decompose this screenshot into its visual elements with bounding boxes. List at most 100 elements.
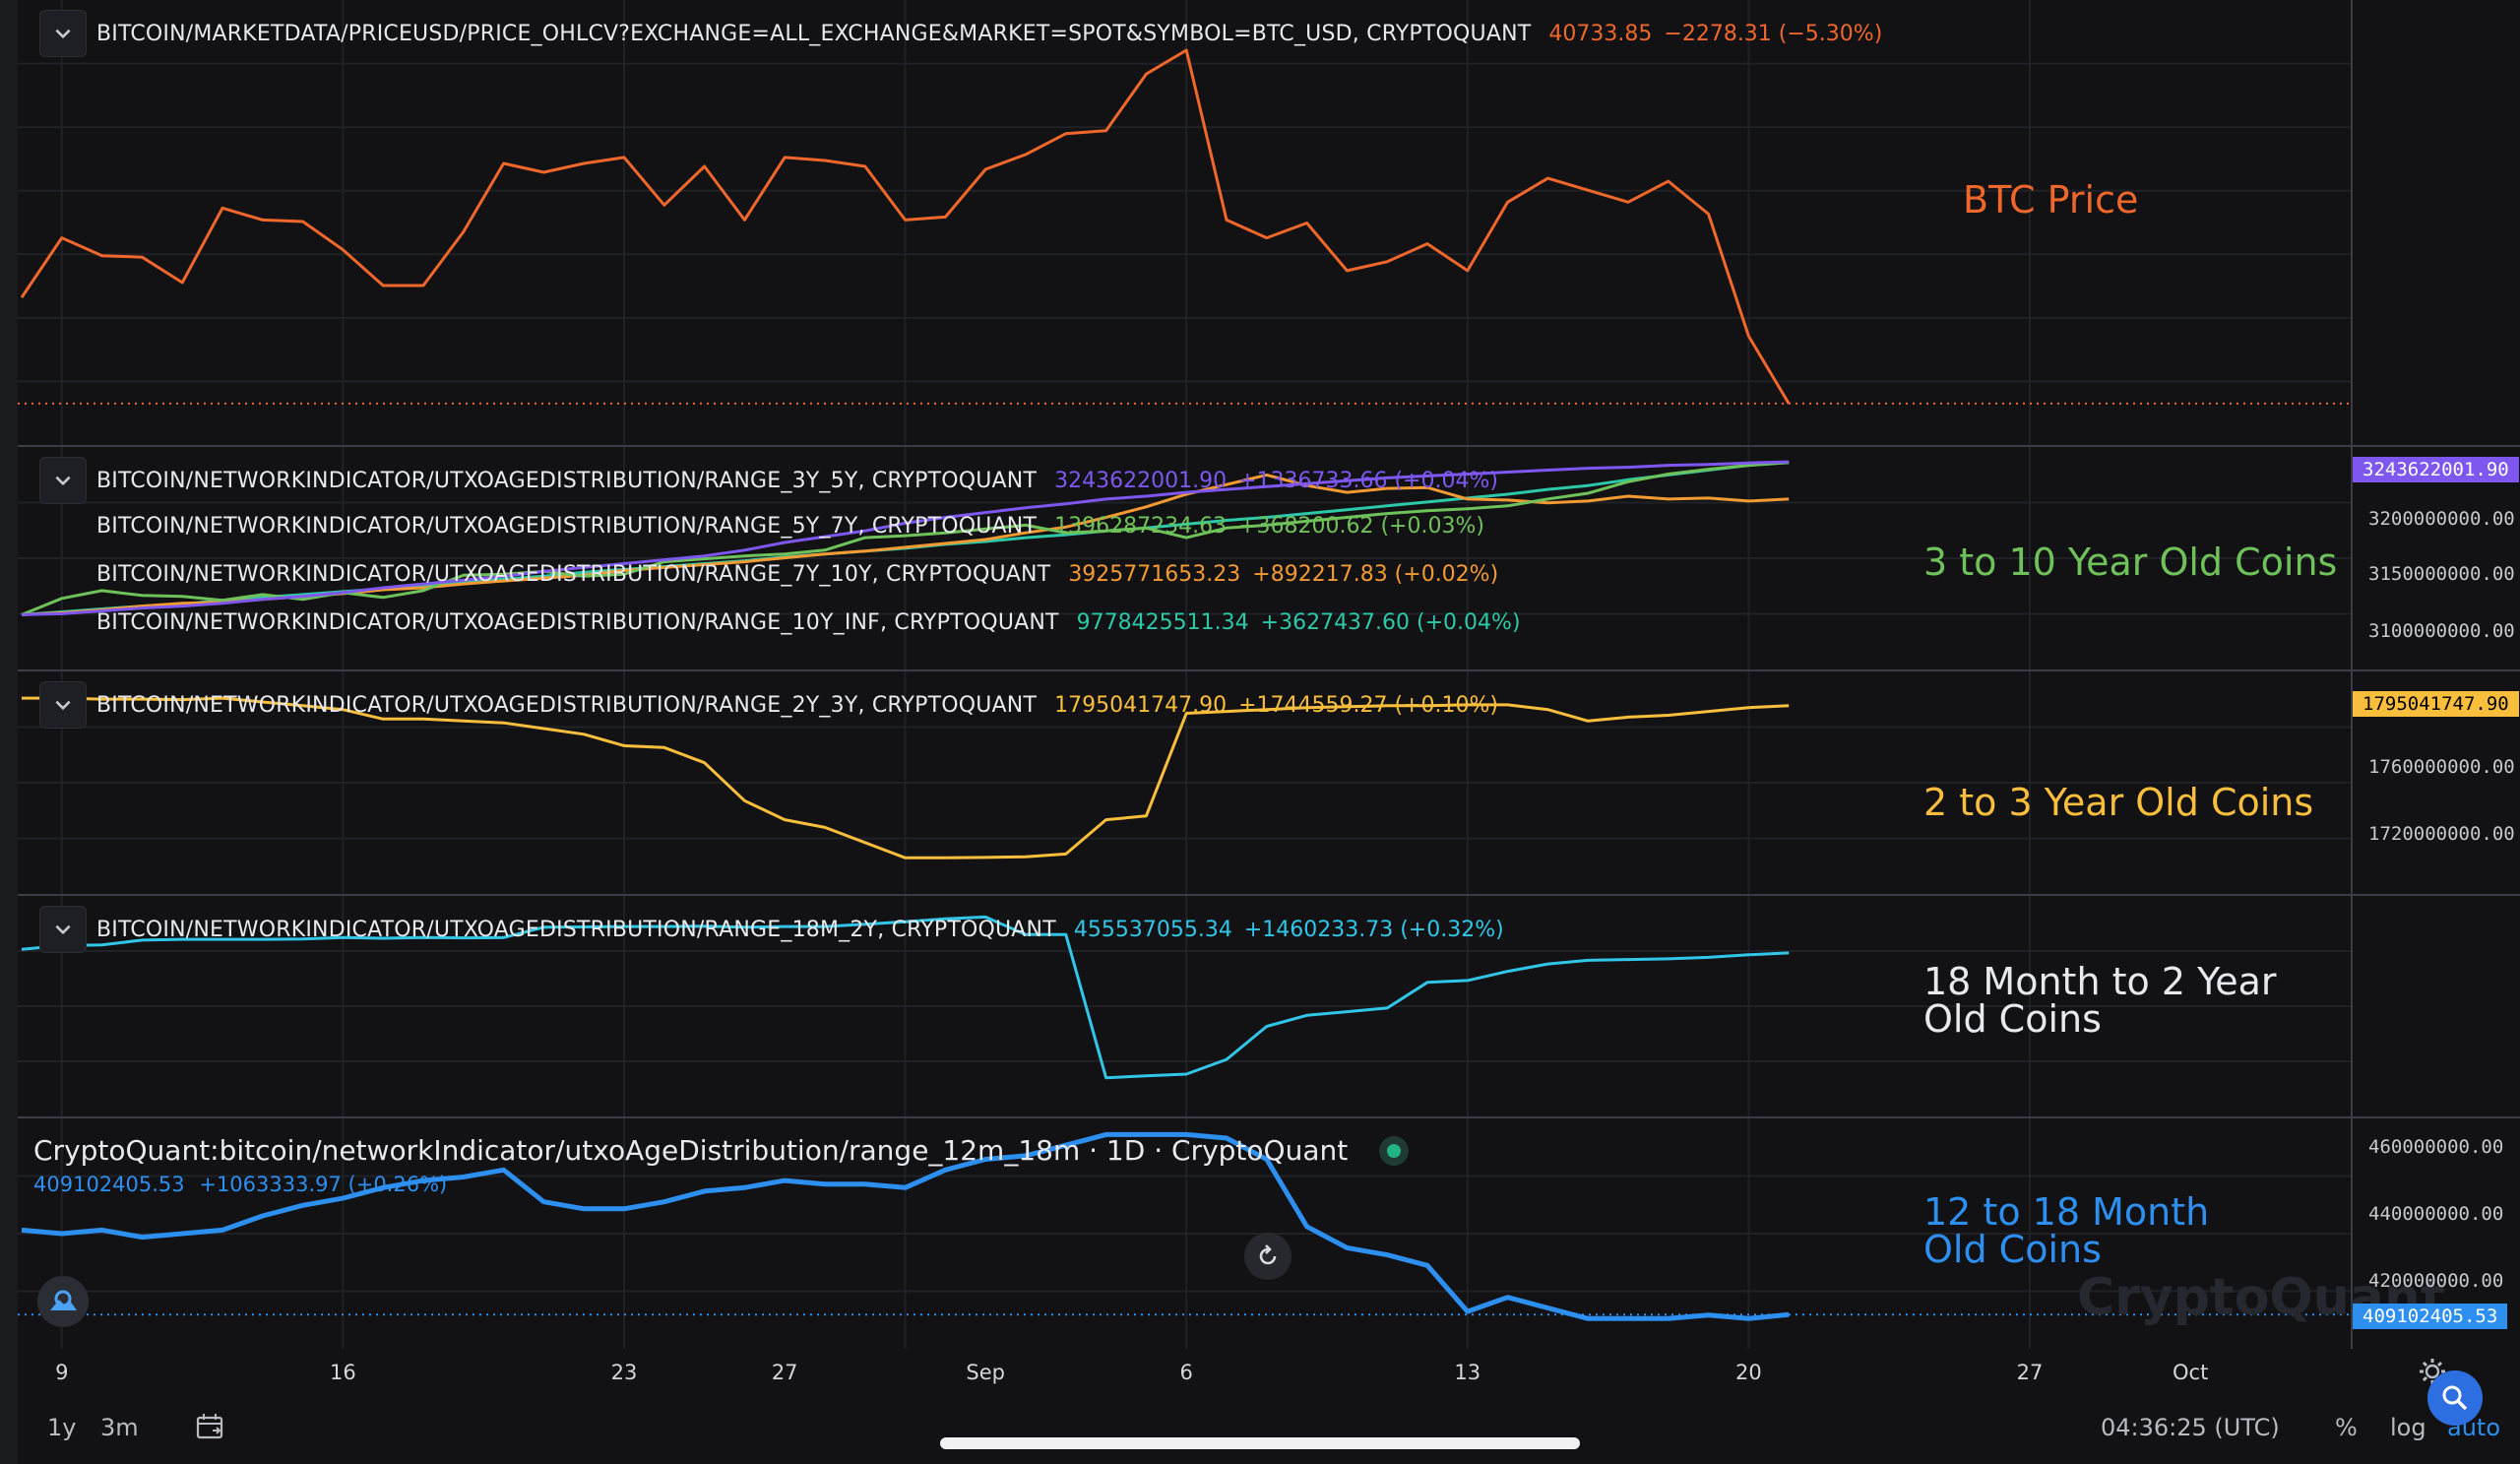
time-axis-label: 20 <box>1735 1361 1762 1384</box>
pane-divider[interactable] <box>18 1116 2520 1118</box>
range-5y-7y-legend: BITCOIN/NETWORKINDICATOR/UTXOAGEDISTRIBU… <box>39 514 1484 539</box>
last-value-badge: 3243622001.90 <box>2353 457 2519 482</box>
indicator-name: BITCOIN/NETWORKINDICATOR/UTXOAGEDISTRIBU… <box>96 468 1038 493</box>
indicator-change: +1336733.66 (+0.04%) <box>1238 468 1498 493</box>
btc-legend: BITCOIN/MARKETDATA/PRICEUSD/PRICE_OHLCV?… <box>39 10 1882 57</box>
reset-chart-button[interactable] <box>1244 1233 1292 1280</box>
collapse-button[interactable] <box>39 10 87 57</box>
price-scale-old[interactable]: 3243622001.90 3200000000.00 3150000000.0… <box>2353 447 2520 669</box>
time-axis-label: 6 <box>1179 1361 1193 1384</box>
indicator-change: +1460233.73 (+0.32%) <box>1243 917 1504 942</box>
series-line-range-2y-3y <box>22 696 1790 859</box>
collapse-button[interactable] <box>39 681 87 729</box>
old-coins-plot <box>18 447 2351 669</box>
indicator-value: 1396287234.63 <box>1054 514 1228 539</box>
annotation-line: Old Coins <box>1923 997 2102 1041</box>
last-value-badge: 1795041747.90 <box>2353 691 2519 717</box>
btc-price-plot <box>18 0 2351 445</box>
chevron-down-icon <box>55 476 71 486</box>
12m-18m-plot <box>18 1118 2351 1349</box>
indicator-change: +1744559.27 (+0.10%) <box>1238 692 1498 718</box>
collapse-button[interactable] <box>39 457 87 504</box>
price-tick: 460000000.00 <box>2368 1136 2504 1158</box>
annotation-line: 18 Month to 2 Year <box>1923 960 2277 1003</box>
indicator-value: 1795041747.90 <box>1054 692 1228 718</box>
indicator-value: 409102405.53 <box>33 1173 185 1196</box>
price-tick: 420000000.00 <box>2368 1270 2504 1292</box>
pane-divider[interactable] <box>18 445 2520 447</box>
btc-price-pane[interactable] <box>18 0 2351 445</box>
12m-18m-pane[interactable] <box>18 1118 2351 1349</box>
utc-clock[interactable]: 04:36:25 (UTC) <box>2101 1414 2280 1441</box>
time-axis-label: 16 <box>330 1361 356 1384</box>
price-scale-12m-18m[interactable]: 460000000.00 440000000.00 420000000.00 4… <box>2353 1118 2520 1349</box>
2y-3y-plot <box>18 671 2351 894</box>
time-axis-label: 23 <box>610 1361 638 1384</box>
indicator-value: 40733.85 <box>1548 21 1653 46</box>
annotation-12m-to-18m: 12 to 18 Month Old Coins <box>1923 1193 2209 1268</box>
indicator-name: BITCOIN/NETWORKINDICATOR/UTXOAGEDISTRIBU… <box>96 514 1038 539</box>
chevron-down-icon <box>55 29 71 39</box>
price-scale-border <box>2351 0 2353 1349</box>
time-axis-label: Sep <box>966 1361 1005 1384</box>
log-scale-toggle[interactable]: log <box>2390 1414 2426 1441</box>
left-edge <box>0 0 18 1464</box>
price-tick: 1720000000.00 <box>2368 823 2515 845</box>
date-range-button[interactable] <box>195 1412 226 1447</box>
time-axis-label: Oct <box>2173 1361 2209 1384</box>
range-3y-5y-legend: BITCOIN/NETWORKINDICATOR/UTXOAGEDISTRIBU… <box>39 457 1498 504</box>
series-line-range-5y-7y <box>21 461 1790 616</box>
price-tick: 3200000000.00 <box>2368 508 2515 530</box>
indicator-name: BITCOIN/NETWORKINDICATOR/UTXOAGEDISTRIBU… <box>96 562 1051 587</box>
time-axis-label: 13 <box>1454 1361 1481 1384</box>
collapse-button[interactable] <box>39 906 87 953</box>
price-tick: 3150000000.00 <box>2368 563 2515 585</box>
percent-scale-toggle[interactable]: % <box>2335 1414 2358 1441</box>
cryptoquant-logo-button[interactable] <box>37 1276 89 1327</box>
18m-2y-pane[interactable] <box>18 896 2351 1116</box>
annotation-line: 12 to 18 Month <box>1923 1190 2210 1234</box>
time-axis-label: 27 <box>771 1361 798 1384</box>
series-line-range-18m-2y <box>21 915 1790 1080</box>
12m-18m-legend: CryptoQuant:bitcoin/networkIndicator/utx… <box>33 1134 1410 1196</box>
pane-divider[interactable] <box>18 669 2520 671</box>
annotation-line: Old Coins <box>1923 1228 2102 1271</box>
series-line-btc-price <box>20 48 1791 405</box>
reset-icon <box>1259 1244 1277 1265</box>
indicator-change: −2278.31 (−5.30%) <box>1664 21 1883 46</box>
indicator-name: BITCOIN/MARKETDATA/PRICEUSD/PRICE_OHLCV?… <box>96 21 1532 46</box>
annotation-3-to-10-year: 3 to 10 Year Old Coins <box>1923 541 2338 584</box>
annotation-18m-to-2y: 18 Month to 2 Year Old Coins <box>1923 963 2277 1038</box>
pane-divider[interactable] <box>18 894 2520 896</box>
indicator-change: +3627437.60 (+0.04%) <box>1260 610 1521 635</box>
old-coins-pane[interactable] <box>18 447 2351 669</box>
bottom-toolbar: 1y 3m 04:36:25 (UTC) % log auto <box>0 1392 2520 1464</box>
indicator-name: BITCOIN/NETWORKINDICATOR/UTXOAGEDISTRIBU… <box>96 917 1056 942</box>
2y-3y-pane[interactable] <box>18 671 2351 894</box>
range-1y-button[interactable]: 1y <box>47 1414 77 1441</box>
18m-2y-plot <box>18 896 2351 1116</box>
indicator-value: 3925771653.23 <box>1068 562 1241 587</box>
range-18m-2y-legend: BITCOIN/NETWORKINDICATOR/UTXOAGEDISTRIBU… <box>39 906 1504 953</box>
indicator-name: BITCOIN/NETWORKINDICATOR/UTXOAGEDISTRIBU… <box>96 610 1059 635</box>
range-2y-3y-legend: BITCOIN/NETWORKINDICATOR/UTXOAGEDISTRIBU… <box>39 681 1498 729</box>
indicator-change: +368200.62 (+0.03%) <box>1238 514 1484 539</box>
time-axis-label: 9 <box>55 1361 69 1384</box>
time-axis[interactable]: 9 16 23 27 Sep 6 13 20 27 Oct <box>18 1349 2520 1392</box>
indicator-value: 9778425511.34 <box>1076 610 1249 635</box>
indicator-change: +1063333.97 (+0.26%) <box>199 1173 448 1196</box>
calendar-range-icon <box>196 1414 223 1439</box>
price-scale-2y-3y[interactable]: 1795041747.90 1760000000.00 1720000000.0… <box>2353 671 2520 894</box>
annotation-2-to-3-year: 2 to 3 Year Old Coins <box>1923 781 2314 824</box>
chevron-down-icon <box>55 700 71 711</box>
range-3m-button[interactable]: 3m <box>100 1414 139 1441</box>
zoom-search-button[interactable] <box>2427 1370 2483 1426</box>
indicator-title: CryptoQuant:bitcoin/networkIndicator/utx… <box>33 1134 1349 1167</box>
indicator-value: 3243622001.90 <box>1054 468 1228 493</box>
status-dot <box>1379 1135 1410 1166</box>
series-line-range-12m-18m <box>21 1131 1790 1321</box>
range-7y-10y-legend: BITCOIN/NETWORKINDICATOR/UTXOAGEDISTRIBU… <box>39 562 1498 587</box>
chevron-down-icon <box>55 924 71 935</box>
last-value-badge: 409102405.53 <box>2353 1304 2508 1329</box>
indicator-change: +892217.83 (+0.02%) <box>1252 562 1499 587</box>
